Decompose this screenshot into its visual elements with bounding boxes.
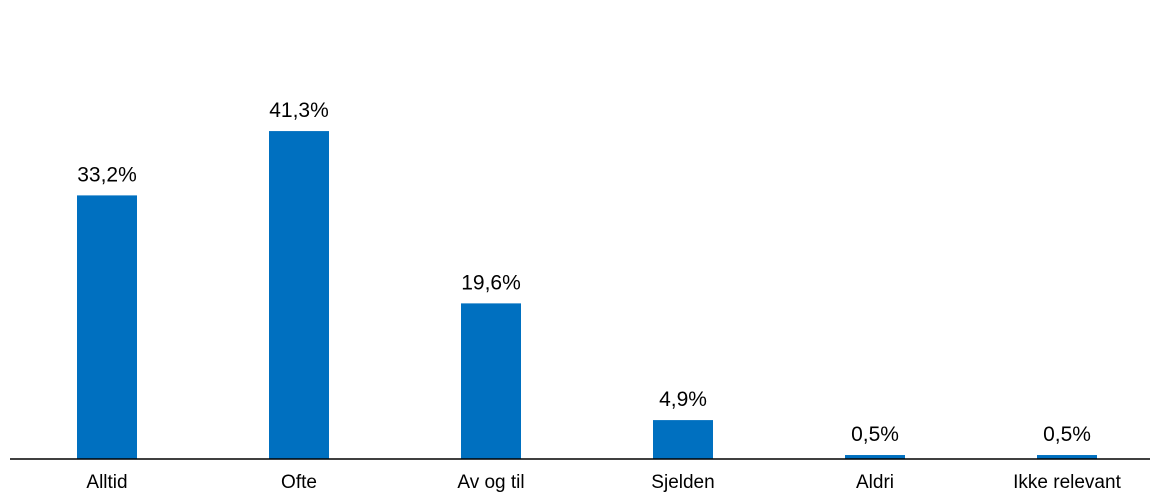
category-labels-group: Alltid Ofte Av og til Sjelden Aldri Ikke rele… [86, 472, 1121, 493]
value-label: 33,2% [77, 163, 137, 186]
bars-group [77, 131, 1097, 459]
category-label: Sjelden [651, 472, 714, 493]
value-label: 4,9% [659, 388, 707, 411]
value-label: 41,3% [269, 99, 329, 122]
category-label: Alltid [86, 472, 127, 493]
value-label: 0,5% [851, 423, 899, 446]
bar-sjelden [653, 420, 713, 459]
value-labels-group: 33,2% 41,3% 19,6% 4,9% 0,5% 0,5% [77, 99, 1091, 446]
category-label: Aldri [856, 472, 894, 493]
bar-alltid [77, 195, 137, 459]
bar-av-og-til [461, 303, 521, 459]
category-label: Ofte [281, 472, 317, 493]
value-label: 19,6% [461, 271, 521, 294]
category-label: Ikke relevant [1013, 472, 1121, 493]
bar-aldri [845, 455, 905, 459]
bar-ikke-relevant [1037, 455, 1097, 459]
value-label: 0,5% [1043, 423, 1091, 446]
category-label: Av og til [457, 472, 524, 493]
bar-ofte [269, 131, 329, 459]
